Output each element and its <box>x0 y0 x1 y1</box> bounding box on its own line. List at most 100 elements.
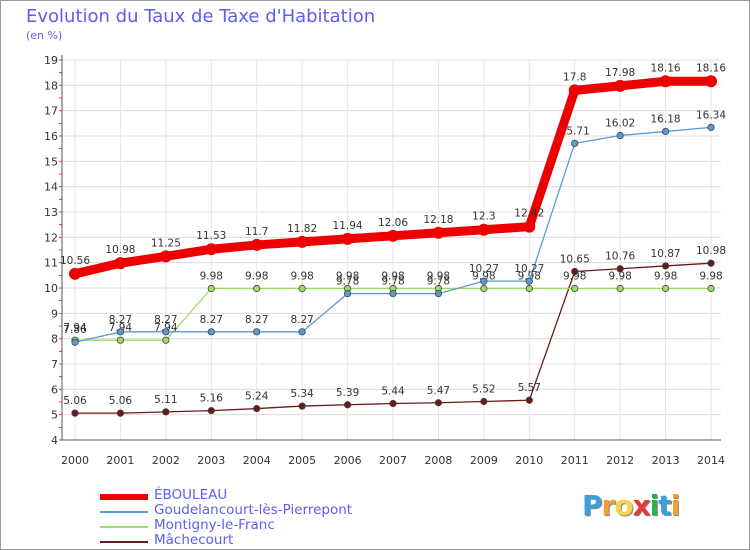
series-ebouleau: 10.56 10.98 11.25 11.53 11.7 11.82 11.94 12.06 1… <box>60 62 726 280</box>
data-point <box>434 289 443 298</box>
data-point <box>571 284 579 293</box>
data-label: 8.27 <box>290 314 313 326</box>
data-point <box>659 75 672 88</box>
y-tick-label: 8 <box>51 333 58 346</box>
logo-letter: i <box>649 489 660 522</box>
data-label: 5.06 <box>63 395 87 407</box>
logo-letter: i <box>670 489 681 522</box>
data-point <box>616 284 624 293</box>
data-label: 9.78 <box>427 276 450 288</box>
data-point <box>661 262 670 270</box>
legend-item-montigny[interactable]: Montigny-le-Franc <box>100 517 460 534</box>
legend-swatch-machecourt <box>100 541 148 543</box>
data-label: 5.44 <box>381 386 405 398</box>
legend-label-machecourt: Mâchecourt <box>154 532 234 548</box>
proxiti-logo: Proxiti <box>582 489 681 522</box>
data-label: 9.98 <box>427 271 450 283</box>
chart-subtitle: (en %) <box>26 29 63 42</box>
data-point <box>250 238 263 251</box>
y-tick-label: 4 <box>51 434 58 447</box>
data-label: 5.47 <box>427 385 450 397</box>
data-label: 18.16 <box>696 62 726 74</box>
series-montigny-le-franc: 7.94 7.94 7.949.98 9.98 9.98 9.98 9.98 9.98 9.98… <box>63 271 723 344</box>
data-label: 12.06 <box>378 217 408 229</box>
y-tick-label: 11 <box>44 257 58 270</box>
data-point <box>69 267 81 280</box>
data-label: 11.53 <box>196 230 226 242</box>
data-label: 10.65 <box>560 254 590 266</box>
data-label: 8.27 <box>245 314 268 326</box>
data-point <box>116 336 125 344</box>
data-point <box>705 75 718 88</box>
data-label: 16.18 <box>651 113 681 125</box>
data-point <box>661 284 670 293</box>
data-label: 9.98 <box>518 271 541 283</box>
y-tick-label: 16 <box>44 130 58 143</box>
data-point <box>389 399 397 408</box>
data-label: 12.42 <box>514 208 544 220</box>
data-point <box>343 289 352 298</box>
legend-item-ebouleau[interactable]: ÉBOULEAU <box>100 487 460 504</box>
legend-swatch-goudelancourt <box>100 511 148 513</box>
plot-area <box>62 60 721 440</box>
logo-letter: o <box>614 489 633 522</box>
legend-item-goudelancourt[interactable]: Goudelancourt-lès-Pierrepont <box>100 502 460 519</box>
data-label: 10.56 <box>60 255 90 267</box>
x-tick-label: 2014 <box>697 454 725 467</box>
y-tick-label: 5 <box>51 409 58 422</box>
data-label: 10.98 <box>696 245 726 257</box>
y-tick-label: 15 <box>44 155 58 168</box>
data-label: 12.18 <box>423 214 453 226</box>
data-point <box>389 289 397 298</box>
data-label: 9.98 <box>381 271 404 283</box>
data-label: 11.94 <box>333 220 363 232</box>
x-tick-label: 2002 <box>152 454 180 467</box>
data-point <box>614 79 627 92</box>
data-label: 11.7 <box>245 226 268 238</box>
logo-letter: r <box>601 489 616 522</box>
data-label: 5.39 <box>336 387 359 399</box>
data-point <box>661 127 670 136</box>
data-point <box>616 265 624 273</box>
data-label: 15.71 <box>560 125 590 137</box>
y-tick-label: 7 <box>51 358 58 371</box>
y-tick-label: 10 <box>44 282 58 295</box>
y-tick-label: 6 <box>51 383 58 396</box>
y-tick-label: 17 <box>44 105 58 118</box>
data-point <box>525 396 533 404</box>
data-point <box>71 338 79 346</box>
data-point <box>571 267 579 276</box>
data-point <box>116 328 125 336</box>
data-point <box>207 284 215 293</box>
legend-item-machecourt[interactable]: Mâchecourt <box>100 532 460 549</box>
data-label: 12.3 <box>472 211 495 223</box>
data-point <box>480 284 488 293</box>
x-tick-label: 2011 <box>561 454 589 467</box>
data-label: 10.87 <box>651 248 681 260</box>
data-point <box>116 409 125 417</box>
legend: ÉBOULEAU Goudelancourt-lès-Pierrepont Mo… <box>100 487 460 549</box>
data-point <box>525 277 533 285</box>
x-tick-label: 2000 <box>61 454 89 467</box>
data-point <box>616 131 624 140</box>
data-label: 5.52 <box>472 383 495 395</box>
data-label: 7.86 <box>63 324 87 336</box>
data-point <box>205 243 218 256</box>
data-label: 17.8 <box>563 71 586 83</box>
x-tick-label: 2013 <box>652 454 680 467</box>
data-label: 8.27 <box>109 314 132 326</box>
data-label: 16.34 <box>696 109 726 121</box>
data-point <box>480 277 488 285</box>
data-point <box>71 409 79 417</box>
data-point <box>159 250 172 263</box>
data-point <box>707 259 715 267</box>
data-label: 5.06 <box>109 395 133 407</box>
data-point <box>253 328 261 336</box>
data-point <box>571 139 579 147</box>
x-tick-label: 2009 <box>470 454 498 467</box>
data-label: 18.16 <box>651 62 681 74</box>
data-label: 9.98 <box>290 271 313 283</box>
data-label: 9.98 <box>699 271 722 283</box>
data-label: 5.11 <box>154 394 177 406</box>
legend-label-goudelancourt: Goudelancourt-lès-Pierrepont <box>154 502 353 518</box>
